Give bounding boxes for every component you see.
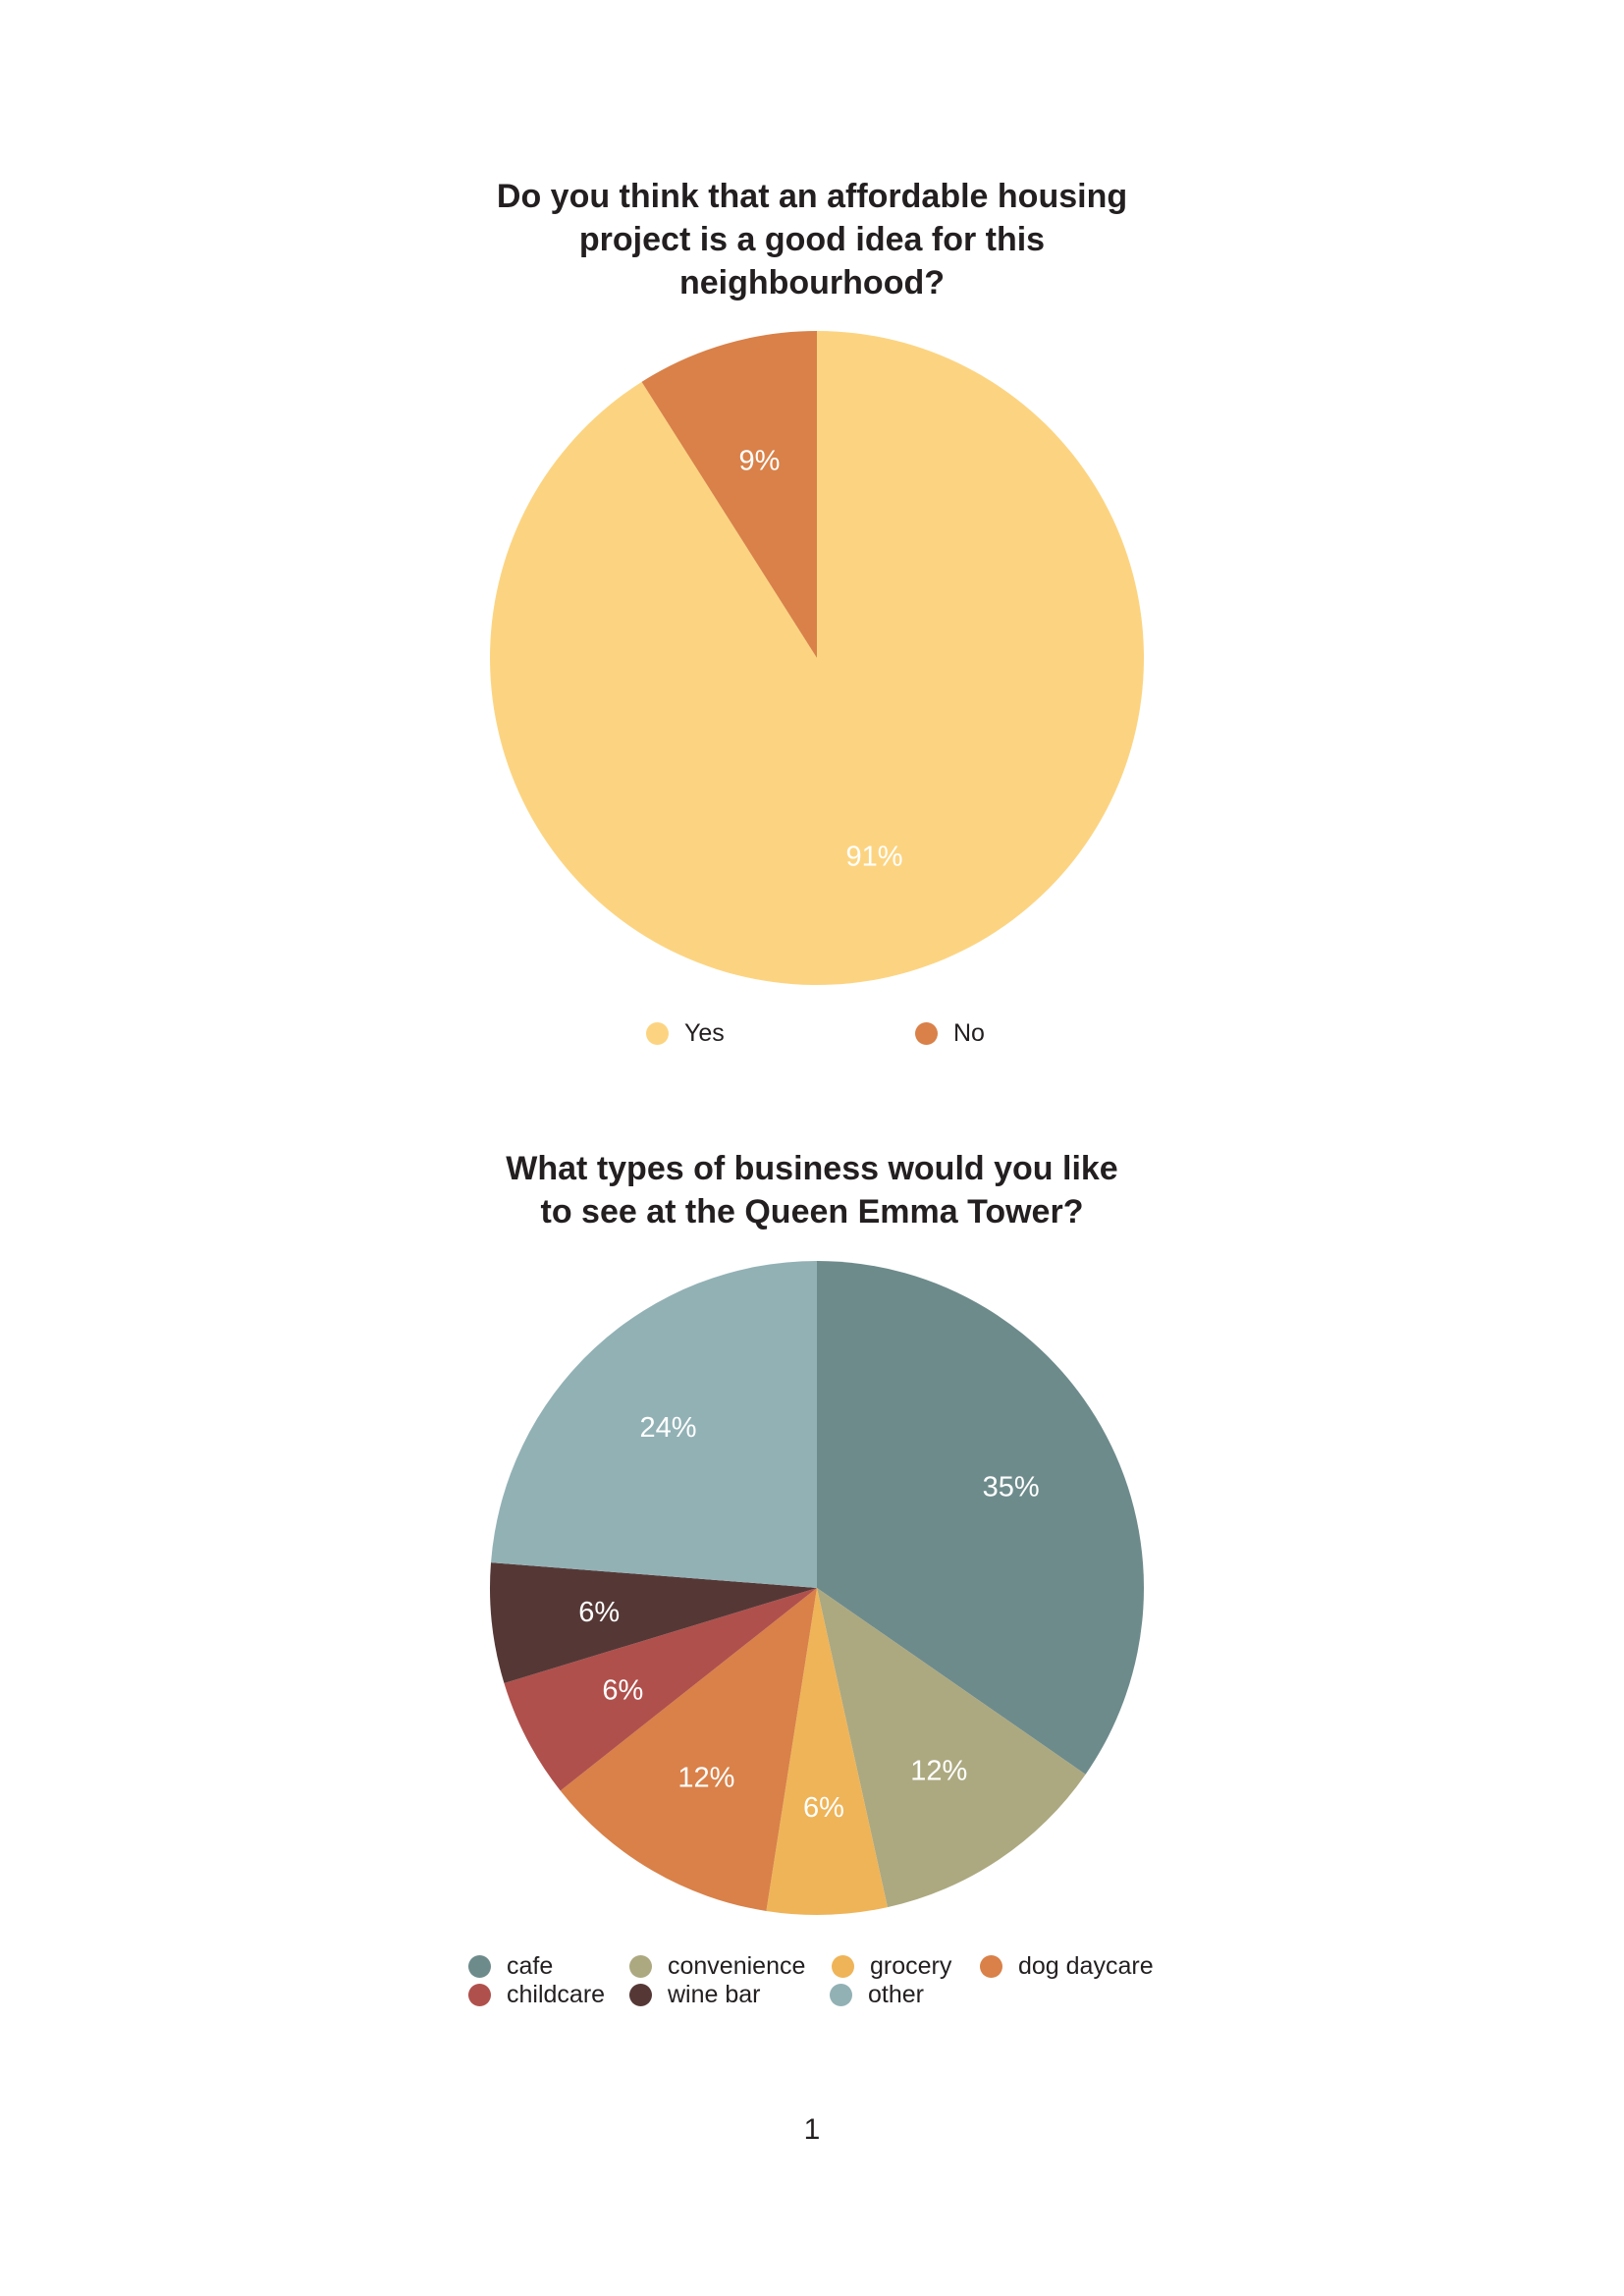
chart-1-title-line: project is a good idea for this [578,221,1046,258]
legend-item-grocery: grocery [832,1952,951,1981]
slice-label-childcare: 6% [602,1674,643,1706]
pie-slice-dog-daycare [560,1588,817,1911]
chart-1-title-line: neighbourhood? [678,264,946,301]
slice-label-yes: 91% [846,841,903,872]
legend-swatch-other [830,1984,852,2006]
legend-item-dog-daycare: dog daycare [980,1952,1154,1981]
slice-label-convenience: 12% [910,1755,967,1786]
pie-slice-wine-bar [489,1562,817,1683]
legend-label: dog daycare [1018,1952,1154,1980]
chart-2-title: What types of business would you like to… [419,1147,1205,1233]
slice-label-cafe: 35% [983,1472,1040,1503]
legend-label: wine bar [668,1981,761,2008]
legend-label: other [868,1981,924,2008]
legend-label: convenience [668,1952,806,1980]
pie-slice-cafe [817,1261,1144,1775]
legend-label: Yes [684,1019,725,1047]
pie-slice-grocery [766,1588,888,1915]
slice-label-wine-bar: 6% [578,1597,620,1628]
chart-1-title: Do you think that an affordable housing … [419,175,1205,304]
legend-swatch-dog-daycare [980,1955,1002,1978]
legend-item-wine-bar: wine bar [629,1981,761,2009]
pie-slice-other [491,1261,817,1588]
page-number: 1 [803,2113,821,2146]
legend-item-childcare: childcare [468,1981,605,2009]
legend-label: cafe [507,1952,554,1980]
legend-item-cafe: cafe [468,1952,553,1981]
slice-label-dog-daycare: 12% [677,1763,734,1794]
legend-swatch-grocery [832,1955,854,1978]
legend-item-yes: Yes [646,1019,725,1048]
slice-label-grocery: 6% [803,1792,844,1824]
pie-slice-convenience [817,1588,1086,1908]
legend-swatch-wine-bar [629,1984,652,2006]
chart-1-title-line: Do you think that an affordable housing [496,178,1128,215]
legend-label: grocery [870,1952,952,1980]
slice-label-no: 9% [739,446,781,477]
legend-swatch-no [915,1022,938,1045]
legend-swatch-cafe [468,1955,491,1978]
legend-label: No [953,1019,985,1047]
legend-item-convenience: convenience [629,1952,805,1981]
legend-swatch-convenience [629,1955,652,1978]
slice-label-other: 24% [639,1412,696,1444]
legend-label: childcare [507,1981,606,2008]
legend-item-other: other [830,1981,924,2009]
legend-swatch-yes [646,1022,669,1045]
chart-2-title-line: to see at the Queen Emma Tower? [540,1193,1084,1230]
pie-slice-no [641,331,817,658]
chart-2-title-line: What types of business would you like [506,1150,1118,1187]
legend-swatch-childcare [468,1984,491,2006]
pie-slice-childcare [504,1588,817,1791]
legend-item-no: No [915,1019,985,1048]
